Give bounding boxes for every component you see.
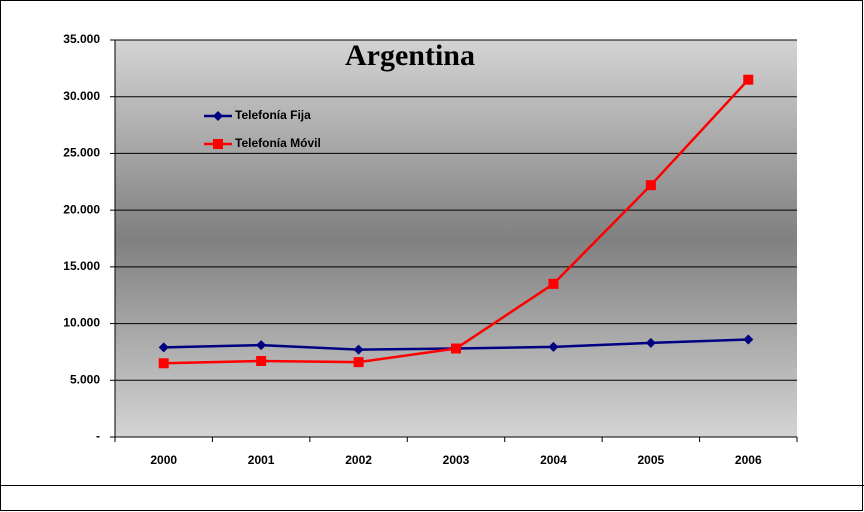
y-tick-label: 35.000 — [63, 32, 100, 46]
data-point — [548, 278, 559, 289]
data-point — [158, 342, 169, 353]
x-tick-label: 2000 — [150, 453, 177, 467]
y-tick-label: 20.000 — [63, 202, 100, 216]
legend-marker — [213, 139, 223, 149]
data-point — [645, 180, 656, 191]
data-point — [743, 334, 754, 345]
x-tick-label: 2006 — [735, 453, 762, 467]
data-point — [353, 357, 364, 368]
data-point — [158, 358, 169, 369]
x-tick-label: 2002 — [345, 453, 372, 467]
legend-label: Telefonía Fija — [235, 108, 311, 122]
y-tick-label: 30.000 — [63, 89, 100, 103]
plot-area — [115, 40, 797, 437]
x-tick-label: 2004 — [540, 453, 567, 467]
legend-label: Telefonía Móvil — [235, 136, 321, 150]
chart-title: Argentina — [345, 39, 475, 72]
data-point — [743, 74, 754, 85]
legend-marker — [213, 111, 223, 121]
data-point — [548, 341, 559, 352]
x-tick-label: 2001 — [248, 453, 275, 467]
y-tick-label: 15.000 — [63, 259, 100, 273]
y-tick-label: 10.000 — [63, 316, 100, 330]
data-point — [256, 356, 267, 367]
data-point — [256, 340, 267, 351]
y-tick-label: 5.000 — [70, 372, 100, 386]
y-tick-label: 25.000 — [63, 146, 100, 160]
data-point — [353, 344, 364, 355]
x-tick-label: 2003 — [443, 453, 470, 467]
y-tick-label: - — [96, 429, 100, 443]
data-point — [645, 337, 656, 348]
x-tick-label: 2005 — [638, 453, 665, 467]
data-point — [451, 343, 461, 354]
